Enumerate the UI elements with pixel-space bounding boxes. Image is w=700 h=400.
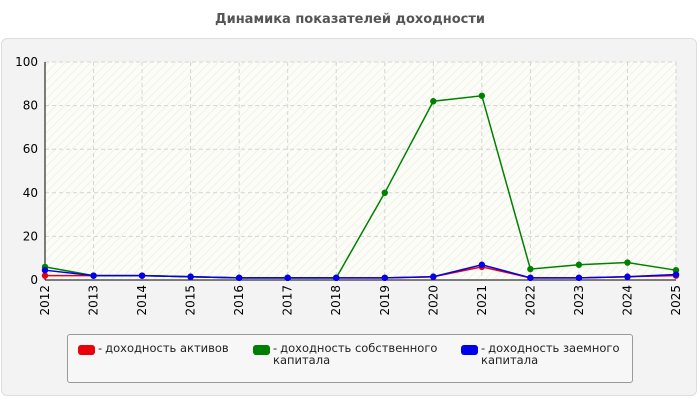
- y-tick-label: 60: [23, 142, 38, 156]
- data-point-2: [333, 274, 340, 282]
- x-tick-label: 2017: [281, 285, 295, 316]
- x-tick-label: 2014: [135, 285, 149, 316]
- x-tick-label: 2024: [620, 285, 634, 316]
- data-point-1: [381, 189, 388, 196]
- legend-dash: -: [273, 341, 278, 355]
- legend-label-debt: доходность заемного: [488, 341, 620, 355]
- legend-label-assets: доходность активов: [105, 341, 229, 355]
- legend-dash: -: [481, 341, 486, 355]
- legend: - доходность активов - доходность собствен…: [67, 334, 633, 383]
- legend-label-equity-line2: капитала: [273, 353, 331, 367]
- y-tick-label: 0: [30, 273, 38, 287]
- legend-item-assets: - доходность активов: [78, 342, 229, 355]
- legend-item-debt: - доходность заемного капитала: [461, 342, 620, 366]
- legend-swatch-debt: [461, 345, 478, 355]
- data-point-1: [527, 265, 534, 273]
- data-point-0: [41, 272, 49, 279]
- data-point-1: [478, 92, 486, 99]
- x-tick-label: 2016: [232, 285, 246, 316]
- y-tick-label: 20: [23, 229, 38, 243]
- data-point-2: [235, 274, 243, 282]
- x-tick-label: 2015: [184, 285, 198, 316]
- x-tick-label: 2019: [378, 285, 392, 316]
- legend-label-equity: доходность собственного: [280, 341, 438, 355]
- data-point-2: [430, 273, 437, 280]
- x-tick-label: 2020: [426, 285, 440, 316]
- data-point-2: [478, 261, 486, 268]
- data-point-1: [430, 98, 437, 105]
- legend-swatch-equity: [253, 345, 270, 355]
- data-point-1: [624, 259, 631, 266]
- data-point-1: [575, 261, 583, 268]
- data-point-2: [624, 273, 631, 280]
- chart-title: Динамика показателей доходности: [215, 12, 485, 27]
- data-point-2: [41, 266, 49, 274]
- x-tick-label: 2012: [38, 285, 52, 316]
- y-tick-label: 100: [15, 55, 38, 69]
- plot-area: [45, 62, 676, 280]
- legend-dash: -: [98, 341, 103, 355]
- x-tick-label: 2021: [475, 285, 489, 316]
- x-tick-label: 2013: [87, 285, 101, 316]
- data-point-2: [187, 273, 194, 280]
- series-line-2: [44, 263, 677, 279]
- y-tick-label: 40: [23, 186, 38, 200]
- x-tick-label: 2018: [329, 285, 343, 316]
- legend-item-equity: - доходность собственного капитала: [253, 342, 437, 366]
- legend-label-debt-line2: капитала: [481, 353, 539, 367]
- data-point-2: [672, 271, 680, 278]
- legend-swatch-assets: [78, 345, 95, 355]
- data-point-2: [284, 274, 291, 282]
- data-point-2: [138, 272, 146, 279]
- x-tick-label: 2023: [572, 285, 586, 316]
- y-tick-label: 80: [23, 99, 38, 113]
- data-point-2: [527, 274, 534, 282]
- data-point-2: [381, 274, 388, 282]
- data-point-2: [575, 274, 583, 282]
- data-point-2: [90, 272, 97, 279]
- x-tick-label: 2025: [669, 285, 683, 316]
- x-tick-label: 2022: [523, 285, 537, 316]
